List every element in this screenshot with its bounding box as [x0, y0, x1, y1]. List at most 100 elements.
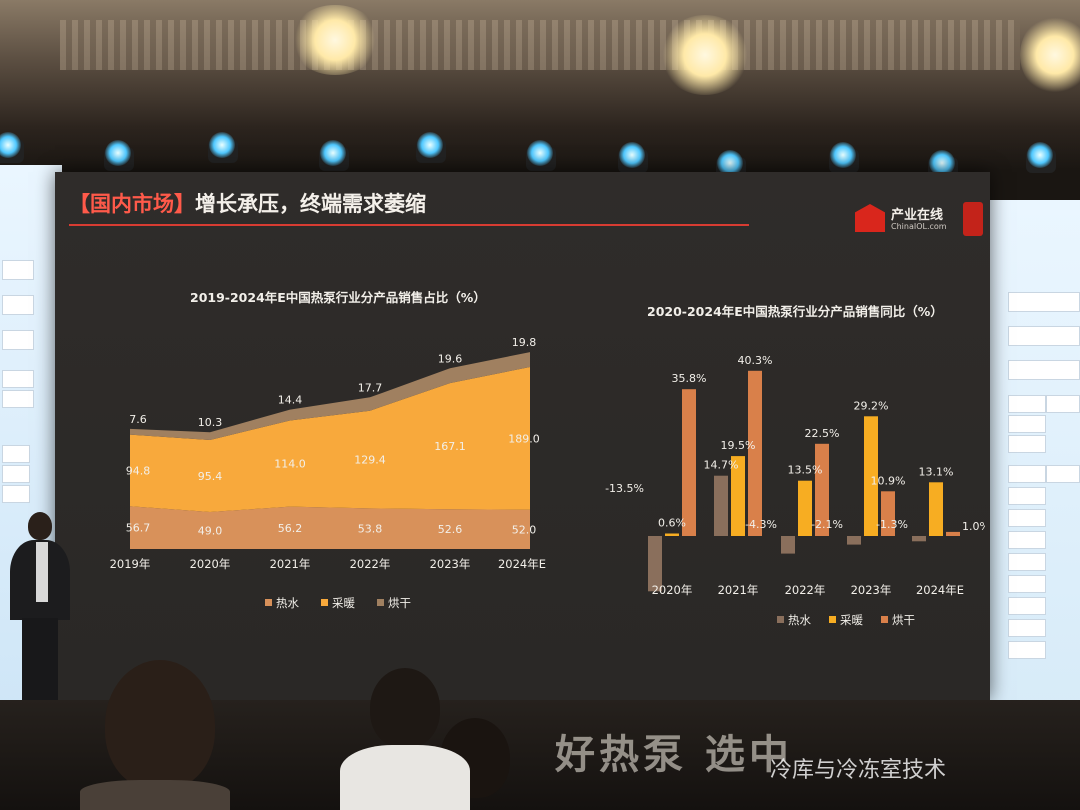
- area-legend-swatch: [265, 599, 272, 606]
- slide-title-prefix: 【国内市场】: [69, 192, 195, 216]
- bar-mark: [946, 531, 960, 536]
- sponsor-logo: [1008, 597, 1046, 615]
- audience-head: [105, 660, 215, 790]
- speaker-head: [28, 512, 52, 540]
- sponsor-logo: [1008, 575, 1046, 593]
- slide-title: 【国内市场】增长承压，终端需求萎缩: [69, 188, 426, 218]
- bar-value-label: 0.6%: [658, 517, 686, 530]
- bar-mark: [748, 370, 762, 536]
- area-value-label: 52.6: [438, 523, 463, 536]
- sponsor-logo: [2, 465, 30, 483]
- bar-mark: [815, 443, 829, 536]
- sponsor-logo: [1008, 435, 1046, 453]
- sponsor-logo: [1008, 292, 1080, 312]
- brand-logo-name: 产业在线: [891, 208, 944, 223]
- speaker-shirt: [36, 542, 48, 602]
- spotlight-lamp: [717, 150, 743, 176]
- spotlight-lamp: [929, 150, 955, 176]
- chandelier-light-2: [660, 15, 750, 95]
- share-area-chart: 2019-2024年E中国热泵行业分产品销售占比（%） 56.7 49.0 56.2…: [110, 290, 546, 610]
- sponsor-logo: [1008, 465, 1046, 483]
- sponsor-logo: [1008, 360, 1080, 380]
- spotlight-lamp: [830, 142, 856, 168]
- bar-mark: [731, 456, 745, 536]
- area-value-label: 95.4: [198, 470, 223, 483]
- bar-value-label: -4.3%: [745, 518, 777, 531]
- yoy-bar-chart: 2020-2024年E中国热泵行业分产品销售同比（%） -13.5% 0.6% 35…: [605, 304, 985, 627]
- area-value-label: 14.4: [278, 394, 303, 407]
- bar-value-label: 35.8%: [672, 372, 707, 385]
- sponsor-logo: [2, 260, 34, 280]
- bar-value-label: 29.2%: [854, 399, 889, 412]
- bar-category-label: 2022年: [785, 583, 826, 597]
- area-value-label: 114.0: [274, 458, 306, 471]
- bar-legend-swatch: [777, 616, 784, 623]
- bar-legend-label: 烘干: [892, 613, 915, 627]
- spotlight-lamp: [209, 132, 235, 158]
- bar-mark: [665, 533, 679, 536]
- sponsor-logo: [2, 295, 34, 315]
- bar-legend-label: 热水: [788, 613, 811, 627]
- bar-mark: [682, 389, 696, 536]
- area-value-label: 189.0: [508, 432, 540, 445]
- area-legend-swatch: [321, 599, 328, 606]
- speaker-figure: [10, 512, 70, 722]
- sponsor-logo: [2, 330, 34, 350]
- audience-head: [370, 668, 440, 748]
- spotlight-lamp: [619, 142, 645, 168]
- area-value-label: 52.0: [512, 523, 537, 536]
- area-category-label: 2023年: [430, 557, 471, 571]
- area-band-3: [130, 352, 530, 440]
- area-value-label: 19.6: [438, 352, 463, 365]
- bar-value-label: 22.5%: [805, 427, 840, 440]
- area-category-label: 2024年E: [498, 557, 546, 571]
- sponsor-logo: [2, 390, 34, 408]
- right-sponsor-banner: [990, 200, 1080, 715]
- sponsor-logo: [1008, 641, 1046, 659]
- spotlight-lamp: [320, 140, 346, 166]
- audience-shoulders: [340, 745, 470, 810]
- spotlight-lamp: [1027, 142, 1053, 168]
- stage-floor-text: 好热泵 选中: [555, 732, 793, 778]
- sponsor-logo: [1008, 487, 1046, 505]
- spotlight-lamp: [527, 140, 553, 166]
- spotlight-lamp: [0, 132, 21, 158]
- sponsor-logo: [2, 370, 34, 388]
- bar-value-label: -1.3%: [876, 518, 908, 531]
- brand-logo: 产业在线 ChinaIOL.com: [855, 202, 985, 242]
- area-value-label: 53.8: [358, 523, 383, 536]
- bar-legend-swatch: [881, 616, 888, 623]
- sponsor-logo: [1008, 509, 1046, 527]
- presentation-slide: 【国内市场】增长承压，终端需求萎缩 产业在线 ChinaIOL.com 2019…: [55, 172, 990, 700]
- bar-value-label: 19.5%: [721, 439, 756, 452]
- bar-value-label: 40.3%: [738, 354, 773, 367]
- sponsor-logo: [1008, 395, 1046, 413]
- spotlight-lamp: [105, 140, 131, 166]
- sponsor-logo: [1046, 395, 1080, 413]
- speaker-legs: [22, 618, 58, 714]
- bar-mark: [781, 536, 795, 554]
- area-band-2: [130, 367, 530, 512]
- sponsor-logo: [1008, 619, 1046, 637]
- area-value-label: 56.7: [126, 522, 151, 535]
- area-category-label: 2021年: [270, 557, 311, 571]
- area-value-label: 7.6: [129, 413, 147, 426]
- bar-mark: [648, 536, 662, 592]
- bar-mark: [929, 482, 943, 536]
- area-value-label: 56.2: [278, 522, 303, 535]
- bar-category-label: 2023年: [851, 583, 892, 597]
- area-value-label: 129.4: [354, 454, 386, 467]
- area-value-label: 94.8: [126, 464, 151, 477]
- chandelier-light-3: [1020, 15, 1080, 95]
- area-value-label: 49.0: [198, 525, 223, 538]
- bar-chart-title: 2020-2024年E中国热泵行业分产品销售同比（%）: [647, 304, 943, 319]
- area-legend-label: 热水: [276, 596, 299, 610]
- sponsor-logo: [1008, 326, 1080, 346]
- bar-mark: [847, 536, 861, 545]
- bar-mark: [912, 536, 926, 542]
- sponsor-logo: [2, 445, 30, 463]
- ceiling-molding: [60, 20, 1020, 70]
- bar-value-label: 10.9%: [871, 474, 906, 487]
- bar-category-label: 2024年E: [916, 583, 964, 597]
- slide-header: 【国内市场】增长承压，终端需求萎缩: [65, 184, 765, 232]
